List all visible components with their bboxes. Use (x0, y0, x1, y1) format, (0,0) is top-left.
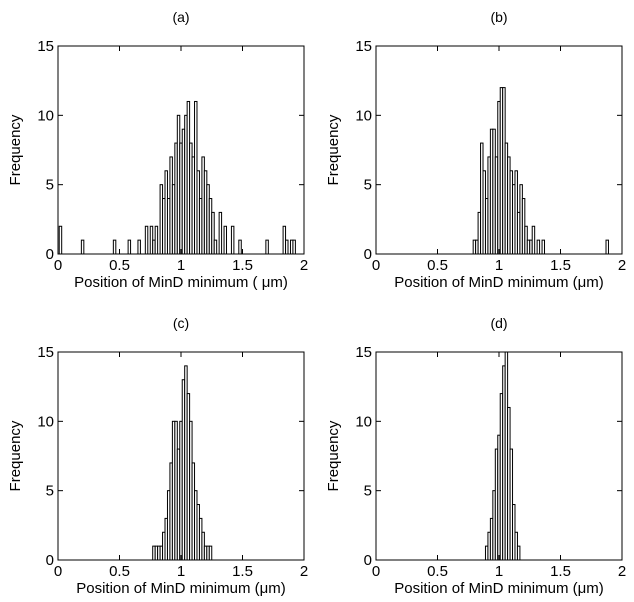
histogram-bar-b-26 (541, 239, 546, 255)
histogram-bar-b-24 (531, 225, 536, 255)
x-tick-label-a-4: 2 (300, 257, 308, 274)
x-tick-label-a-1: 0.5 (109, 257, 130, 274)
y-tick-label-c-3: 15 (37, 344, 54, 361)
x-tick-label-c-0: 0 (54, 563, 62, 580)
y-tick-label-a-2: 10 (37, 107, 54, 124)
x-tick-label-c-3: 1.5 (232, 563, 253, 580)
y-tick-label-d-3: 15 (355, 344, 372, 361)
x-tick-label-b-2: 1 (495, 257, 503, 274)
panel-b: (b) 0 0.5 1 1.5 2 0 5 10 15 Position of MinD minim… (325, 9, 626, 291)
y-tick-label-d-2: 10 (355, 413, 372, 430)
y-tick-label-c-1: 5 (46, 483, 54, 500)
histogram-bar-a-33 (223, 225, 228, 255)
x-axis-label-c: Position of MinD minimum (μm) (76, 580, 286, 597)
histogram-bar-b-25 (536, 239, 541, 255)
x-tick-label-b-1: 0.5 (427, 257, 448, 274)
x-tick-label-a-3: 1.5 (232, 257, 253, 274)
x-tick-label-b-3: 1.5 (550, 257, 571, 274)
histogram-bar-a-32 (218, 211, 223, 255)
histogram-bar-a-4 (137, 239, 141, 255)
y-tick-label-c-0: 0 (46, 552, 54, 569)
y-axis-label-b: Frequency (325, 114, 342, 185)
histogram-bar-a-34 (230, 225, 235, 255)
x-tick-label-d-4: 2 (618, 563, 626, 580)
histogram-bar-b-27 (605, 239, 609, 255)
histogram-bar-a-40 (292, 239, 296, 255)
histogram-bar-a-2 (112, 239, 117, 255)
histogram-bar-a-5 (144, 225, 149, 255)
histogram-bar-a-36 (265, 239, 269, 255)
y-tick-label-b-2: 10 (355, 107, 372, 124)
x-tick-label-c-1: 0.5 (109, 563, 130, 580)
histogram-bar-a-35 (238, 239, 242, 255)
y-axis-label-c: Frequency (7, 420, 24, 491)
y-tick-label-a-3: 15 (37, 38, 54, 55)
x-tick-label-a-2: 1 (177, 257, 185, 274)
histogram-bar-a-1 (80, 239, 85, 255)
histogram-bar-a-8 (154, 225, 159, 255)
x-tick-label-d-3: 1.5 (550, 563, 571, 580)
x-tick-label-d-1: 0.5 (427, 563, 448, 580)
y-tick-label-a-0: 0 (46, 246, 54, 263)
y-tick-label-b-0: 0 (364, 246, 372, 263)
x-tick-label-d-2: 1 (495, 563, 503, 580)
x-tick-label-a-0: 0 (54, 257, 62, 274)
panel-c: (c) 0 0.5 1 1.5 2 0 5 10 15 Position of MinD minim… (7, 315, 308, 597)
x-tick-label-c-4: 2 (300, 563, 308, 580)
y-tick-label-d-0: 0 (364, 552, 372, 569)
x-tick-label-b-0: 0 (372, 257, 380, 274)
y-tick-label-d-1: 5 (364, 483, 372, 500)
histogram-bar-c-23 (208, 545, 213, 561)
x-tick-label-d-0: 0 (372, 563, 380, 580)
y-tick-label-a-1: 5 (46, 177, 54, 194)
y-axis-label-a: Frequency (7, 114, 24, 185)
y-axis-label-d: Frequency (325, 420, 342, 491)
histogram-bar-a-38 (285, 239, 289, 255)
histogram-bar-a-31 (213, 239, 218, 255)
histogram-bar-a-0 (58, 225, 63, 255)
x-axis-label-b: Position of MinD minimum (μm) (394, 274, 604, 291)
x-tick-label-b-4: 2 (618, 257, 626, 274)
x-axis-label-d: Position of MinD minimum (μm) (394, 580, 604, 597)
y-tick-label-b-1: 5 (364, 177, 372, 194)
panel-title-a: (a) (172, 9, 189, 25)
y-tick-label-b-3: 15 (355, 38, 372, 55)
panel-title-d: (d) (490, 315, 507, 331)
panel-a: (a) 0 0.5 1 1.5 2 0 5 10 15 Position of MinD minim… (7, 9, 308, 291)
y-tick-label-c-2: 10 (37, 413, 54, 430)
panel-title-c: (c) (173, 315, 189, 331)
panel-title-b: (b) (490, 9, 507, 25)
histogram-bar-a-3 (127, 239, 132, 255)
x-tick-label-c-2: 1 (177, 563, 185, 580)
x-axis-label-a: Position of MinD minimum ( μm) (74, 274, 288, 291)
panel-d: (d) 0 0.5 1 1.5 2 0 5 10 15 Position of MinD minim… (325, 315, 626, 597)
histogram-bar-d-13 (516, 545, 521, 561)
